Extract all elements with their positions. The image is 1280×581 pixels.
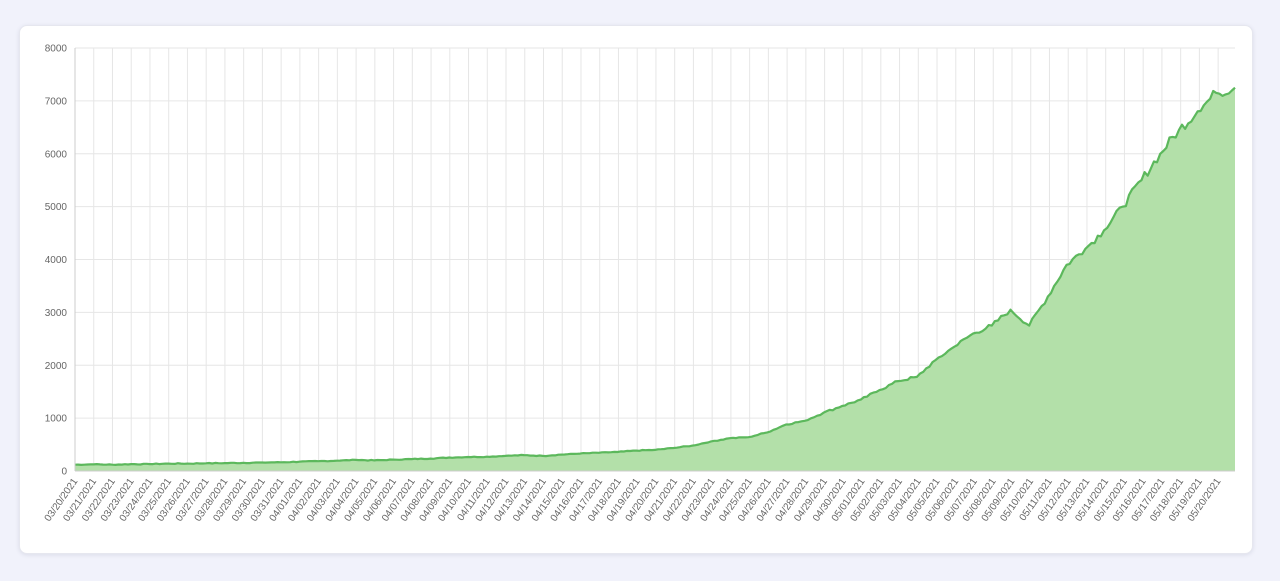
y-tick-label: 2000 [45, 361, 68, 372]
x-axis-ticks: 03/20/202103/21/202103/22/202103/23/2021… [43, 476, 1224, 524]
axes [74, 48, 1235, 472]
y-tick-label: 0 [61, 467, 67, 478]
series-line [74, 86, 1236, 466]
series-area [74, 86, 1236, 471]
y-axis-ticks: 0 1000 2000 3000 4000 5000 6000 7000 8000 [45, 44, 68, 478]
y-tick-label: 8000 [45, 44, 68, 55]
y-tick-label: 1000 [45, 414, 68, 425]
series-area-fill [75, 87, 1235, 471]
grid-lines [74, 47, 1235, 472]
y-tick-label: 4000 [45, 255, 68, 266]
y-tick-label: 5000 [45, 202, 68, 213]
area-chart: 0 1000 2000 3000 4000 5000 6000 7000 8000 03/20/… [43, 44, 1236, 524]
y-tick-label: 3000 [45, 308, 68, 319]
chart-card: 0 1000 2000 3000 4000 5000 6000 7000 8000 03/20/… [19, 25, 1253, 554]
y-tick-label: 7000 [45, 96, 68, 107]
y-tick-label: 6000 [45, 149, 68, 160]
